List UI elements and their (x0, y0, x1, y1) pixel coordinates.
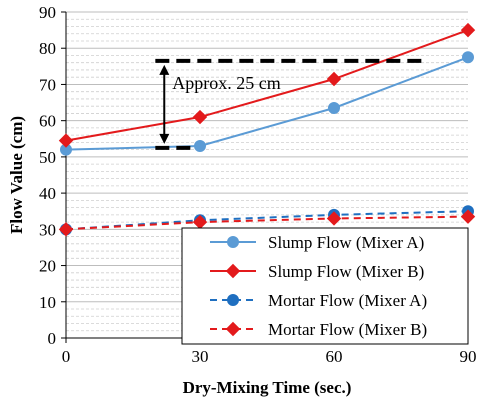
legend-label: Slump Flow (Mixer A) (268, 233, 424, 252)
data-point-marker (328, 101, 340, 114)
x-tick-label: 90 (460, 347, 477, 366)
data-point-marker (58, 222, 74, 237)
y-tick-label: 40 (39, 184, 56, 203)
y-tick-label: 50 (39, 148, 56, 167)
series-1 (60, 51, 474, 156)
x-axis-title: Dry-Mixing Time (sec.) (183, 378, 352, 397)
series-4 (58, 209, 476, 237)
y-tick-label: 70 (39, 75, 56, 94)
y-axis-title: Flow Value (cm) (7, 116, 26, 234)
y-tick-label: 60 (39, 112, 56, 131)
data-point-marker (192, 109, 208, 125)
data-point-marker (194, 140, 206, 153)
series-line (65, 215, 469, 231)
x-tick-label: 0 (62, 347, 71, 366)
x-tick-label: 60 (326, 347, 343, 366)
arrow-head-up (159, 64, 170, 75)
legend-item-1: Slump Flow (Mixer A) (210, 233, 424, 252)
data-point-marker (227, 236, 239, 248)
annotation-label: Approx. 25 cm (172, 73, 280, 93)
legend-label: Slump Flow (Mixer B) (268, 262, 424, 281)
data-point-marker (462, 51, 474, 64)
series-group (58, 22, 476, 237)
data-point-marker (58, 133, 74, 148)
data-point-marker (225, 321, 241, 337)
legend-label: Mortar Flow (Mixer B) (268, 320, 427, 339)
arrow-head-down (159, 133, 170, 144)
x-tick-label: 30 (192, 347, 209, 366)
series-line (65, 29, 469, 142)
legend-item-4: Mortar Flow (Mixer B) (210, 320, 427, 339)
data-point-marker (326, 211, 342, 226)
y-tick-label: 20 (39, 257, 56, 276)
legend-box (181, 227, 469, 345)
data-point-marker (227, 294, 239, 306)
legend: Slump Flow (Mixer A) Slump Flow (Mixer B)… (181, 227, 469, 345)
series-2 (58, 22, 476, 148)
series-line (65, 56, 469, 151)
y-tick-label: 30 (39, 220, 56, 239)
y-tick-label: 0 (48, 329, 57, 348)
y-tick-label: 10 (39, 293, 56, 312)
annotation: Approx. 25 cm (155, 58, 424, 150)
y-tick-label: 80 (39, 39, 56, 58)
data-point-marker (460, 22, 476, 38)
data-point-marker (326, 71, 342, 87)
y-tick-label: 90 (39, 3, 56, 22)
data-point-marker (460, 209, 476, 224)
legend-item-3: Mortar Flow (Mixer A) (210, 291, 427, 310)
x-tick-labels: 0 30 60 90 (62, 347, 477, 366)
y-tick-labels: 0 10 20 30 40 50 60 70 80 90 (39, 3, 56, 348)
data-point-marker (225, 263, 241, 279)
legend-item-2: Slump Flow (Mixer B) (210, 262, 424, 281)
legend-label: Mortar Flow (Mixer A) (268, 291, 427, 310)
